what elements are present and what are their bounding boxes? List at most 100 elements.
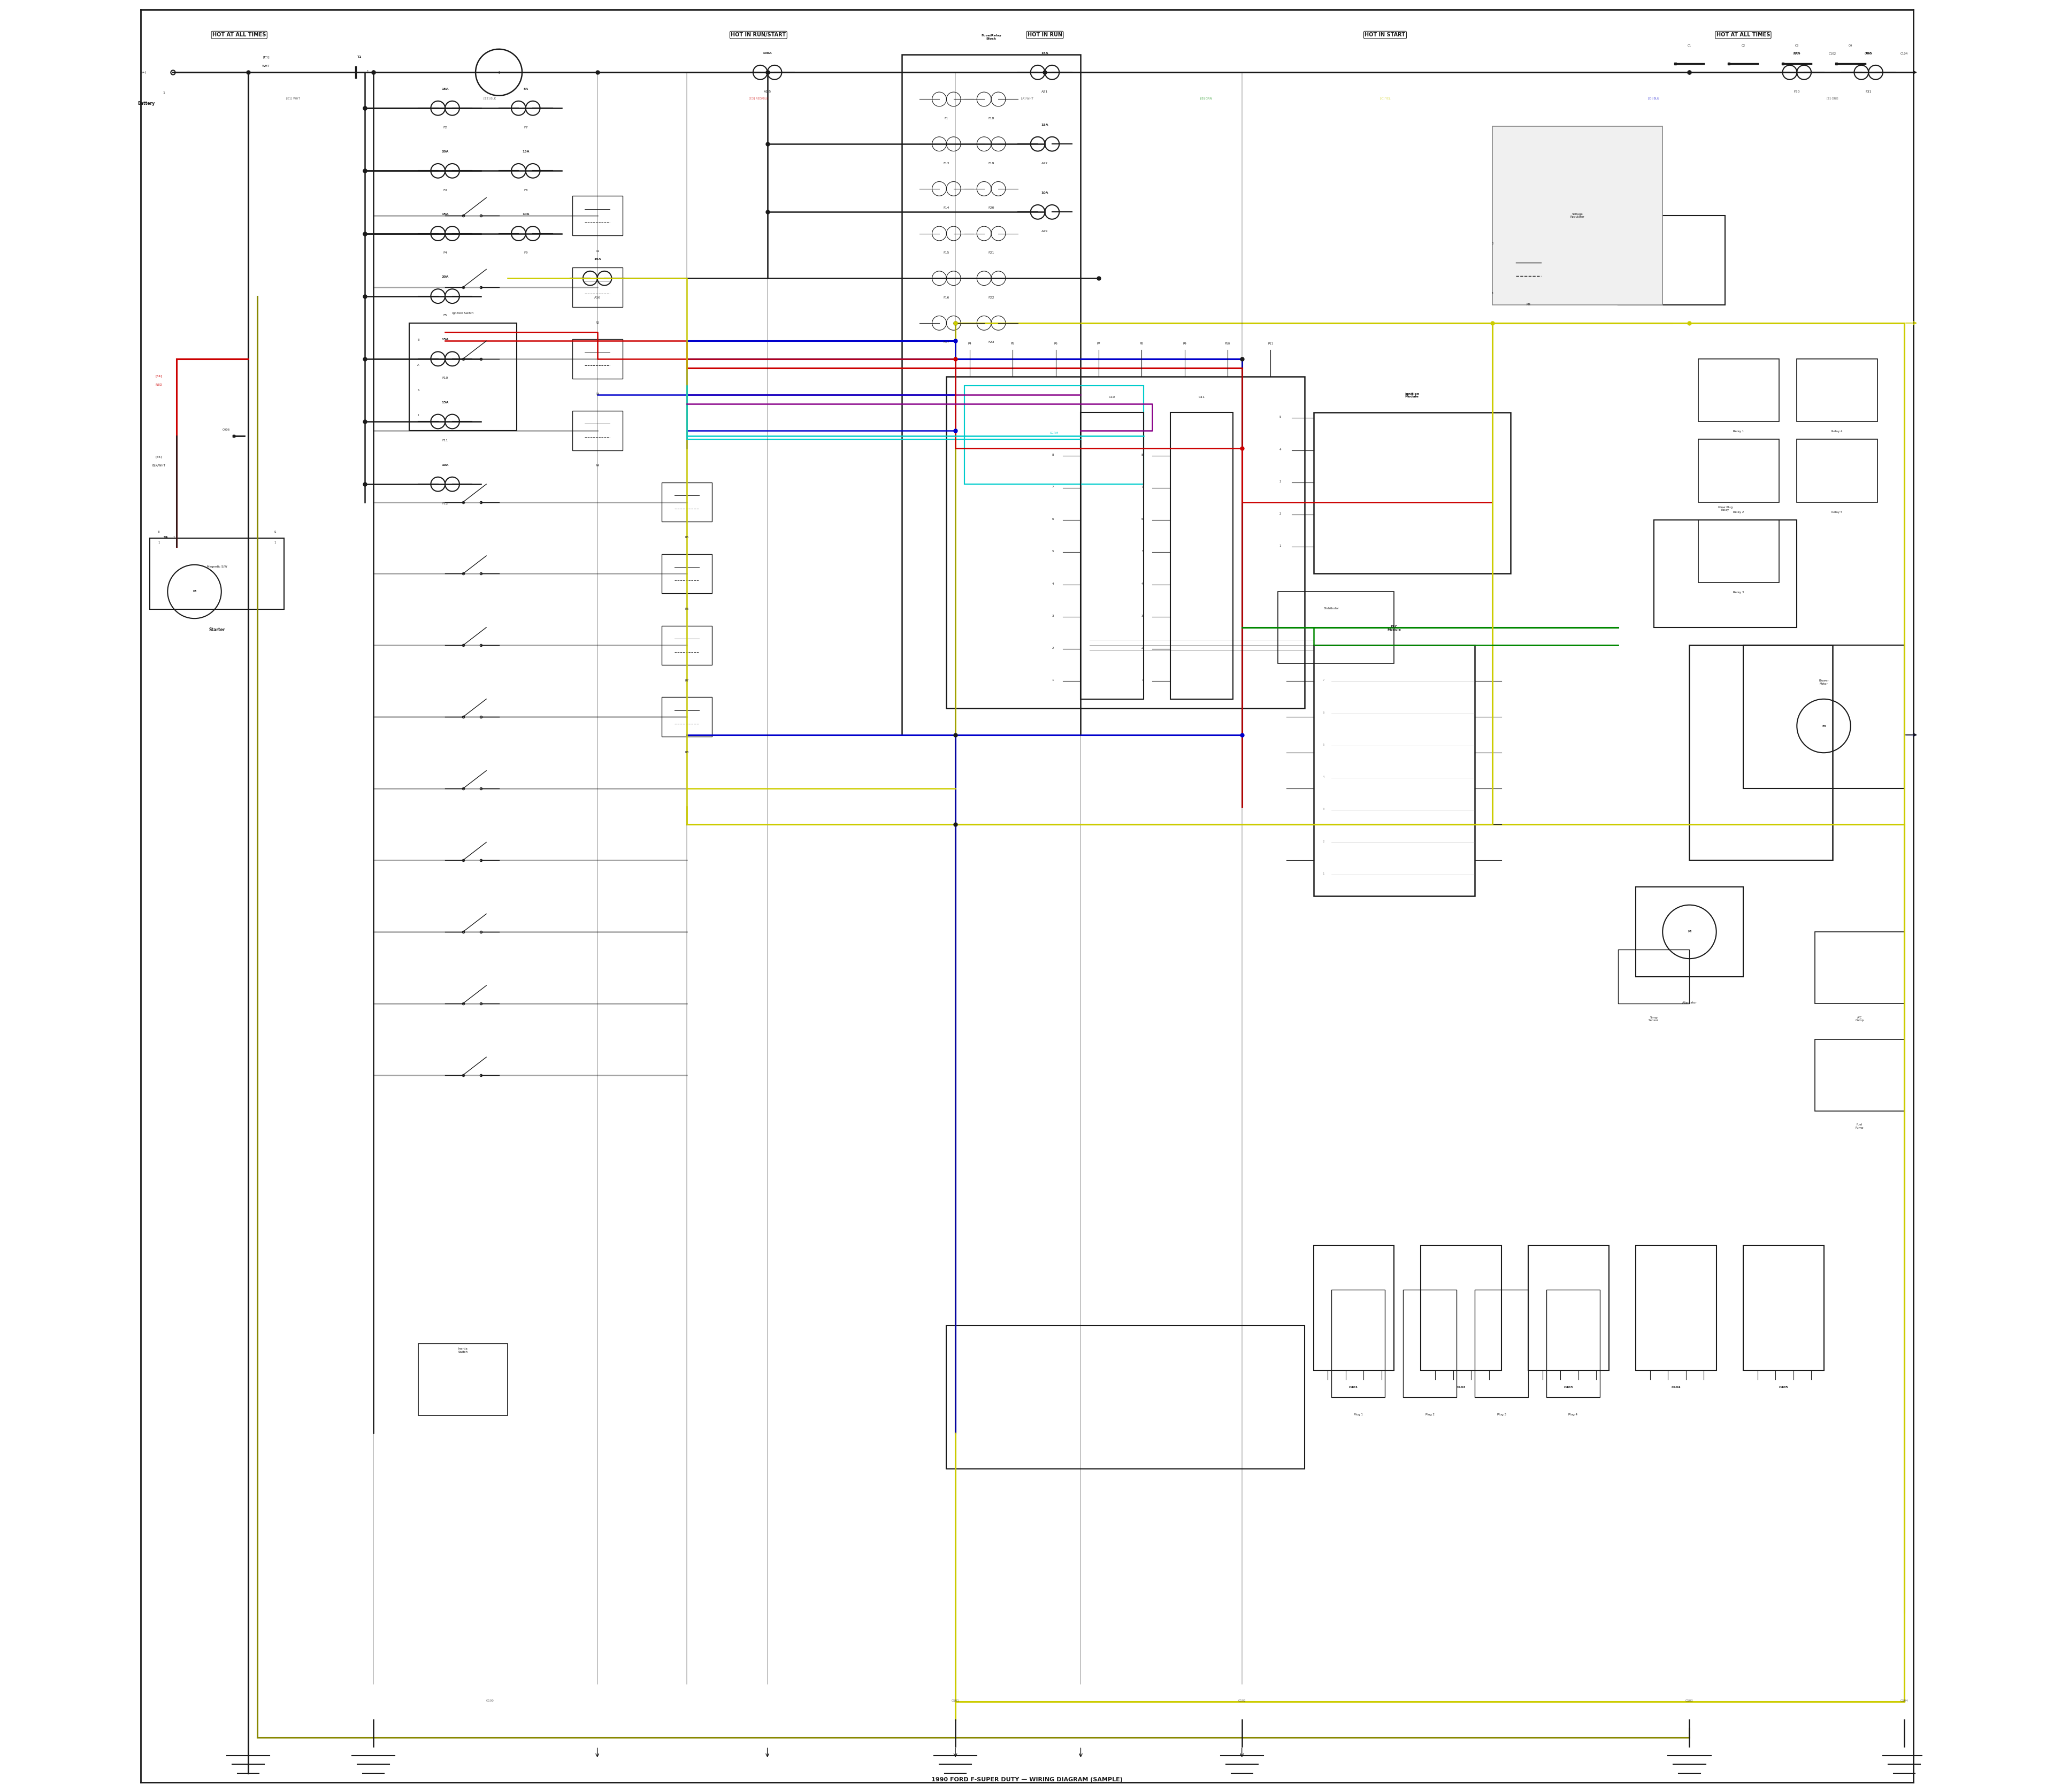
Bar — [150, 538, 283, 609]
Text: 15A: 15A — [1793, 52, 1801, 54]
Text: 10A: 10A — [1865, 52, 1871, 54]
Text: F13: F13 — [943, 161, 949, 165]
Text: 20A: 20A — [442, 276, 448, 278]
Bar — [1619, 215, 1725, 305]
Text: [E2] BLK: [E2] BLK — [483, 97, 497, 100]
Text: Magnetic S/W: Magnetic S/W — [207, 564, 226, 568]
Text: 15A: 15A — [442, 401, 448, 403]
Text: 10A: 10A — [522, 213, 530, 215]
Text: F15: F15 — [943, 251, 949, 254]
Bar — [573, 195, 622, 235]
Text: HOT IN RUN: HOT IN RUN — [1027, 32, 1062, 38]
Text: Distributor: Distributor — [1323, 607, 1339, 609]
Bar — [902, 54, 1080, 735]
Bar — [1797, 439, 1877, 502]
Text: G101: G101 — [951, 1699, 959, 1702]
Bar — [1699, 358, 1779, 421]
Text: G102: G102 — [1239, 1699, 1247, 1702]
Bar — [1171, 412, 1232, 699]
Text: M: M — [1688, 930, 1690, 934]
Text: RED: RED — [156, 383, 162, 387]
Text: Fuel
Pump: Fuel Pump — [1855, 1124, 1863, 1129]
Text: C405: C405 — [1779, 1387, 1789, 1389]
Text: A22: A22 — [1041, 161, 1048, 165]
Bar — [661, 554, 713, 593]
Bar — [1504, 249, 1553, 289]
Bar — [1331, 1290, 1384, 1398]
Text: F21: F21 — [988, 251, 994, 254]
Text: Plug 4: Plug 4 — [1569, 1414, 1577, 1416]
Text: C2: C2 — [1742, 45, 1746, 47]
Text: Alternator: Alternator — [1682, 1002, 1697, 1004]
Text: 15A: 15A — [442, 213, 448, 215]
Bar — [573, 410, 622, 450]
Text: M: M — [193, 590, 197, 593]
Bar — [1313, 412, 1510, 573]
Bar — [947, 1326, 1304, 1469]
Text: F18: F18 — [988, 116, 994, 120]
Text: G103: G103 — [1686, 1699, 1692, 1702]
Bar — [1421, 1245, 1501, 1371]
Text: F8: F8 — [524, 188, 528, 192]
Text: R8: R8 — [684, 751, 688, 754]
Text: HOT IN START: HOT IN START — [1364, 32, 1405, 38]
Text: HOT IN RUN/START: HOT IN RUN/START — [731, 32, 787, 38]
Text: F2: F2 — [444, 125, 448, 129]
Text: Starter: Starter — [210, 627, 226, 633]
Text: F17: F17 — [943, 340, 949, 344]
Text: F22: F22 — [988, 296, 994, 299]
Text: [D] BLU: [D] BLU — [1647, 97, 1660, 100]
Text: F4: F4 — [444, 251, 448, 254]
Bar — [573, 267, 622, 306]
Text: 10A: 10A — [442, 464, 448, 466]
Text: F19: F19 — [988, 161, 994, 165]
Text: R1: R1 — [596, 249, 600, 253]
Text: F20: F20 — [988, 206, 994, 210]
Text: [E1] WHT: [E1] WHT — [286, 97, 300, 100]
Text: 15A: 15A — [1041, 52, 1048, 54]
Text: F30: F30 — [1793, 90, 1799, 93]
Text: P5: P5 — [1011, 342, 1015, 346]
Bar — [409, 323, 518, 430]
Text: P10: P10 — [1224, 342, 1230, 346]
Text: [B] GRN: [B] GRN — [1200, 97, 1212, 100]
Text: Temp
Sensor: Temp Sensor — [1649, 1016, 1660, 1021]
Text: [E4]: [E4] — [156, 375, 162, 378]
Text: Relay 3: Relay 3 — [1734, 591, 1744, 593]
Text: Fuse/Relay
Block: Fuse/Relay Block — [982, 34, 1002, 39]
Text: 15A: 15A — [522, 151, 530, 152]
Text: 1990 FORD F-SUPER DUTY — WIRING DIAGRAM (SAMPLE): 1990 FORD F-SUPER DUTY — WIRING DIAGRAM … — [930, 1778, 1124, 1783]
Text: C10: C10 — [1109, 396, 1115, 400]
Text: F1: F1 — [945, 116, 949, 120]
Text: C404: C404 — [1672, 1387, 1680, 1389]
Text: G104: G104 — [1900, 1699, 1908, 1702]
Text: Ignition
Module: Ignition Module — [1405, 392, 1419, 398]
Text: F3: F3 — [444, 188, 448, 192]
Text: 15A: 15A — [594, 258, 602, 260]
Text: T4: T4 — [162, 536, 168, 538]
Text: P7: P7 — [1097, 342, 1101, 346]
Text: CCRM: CCRM — [1050, 432, 1058, 435]
Bar — [419, 1344, 507, 1416]
Text: Blower
Motor: Blower Motor — [1818, 679, 1828, 685]
Text: Relay 1: Relay 1 — [1734, 430, 1744, 434]
Text: HOT AT ALL TIMES: HOT AT ALL TIMES — [1717, 32, 1771, 38]
Text: G100: G100 — [487, 1699, 493, 1702]
Bar — [1816, 1039, 1904, 1111]
Text: F5: F5 — [444, 314, 448, 317]
Text: Glow Plug
Relay: Glow Plug Relay — [1717, 505, 1732, 511]
Text: A16: A16 — [594, 296, 600, 299]
Text: P8: P8 — [1140, 342, 1144, 346]
Text: R4: R4 — [596, 464, 600, 468]
Bar — [1475, 1290, 1528, 1398]
Text: 20A: 20A — [442, 151, 448, 152]
Bar — [1699, 439, 1779, 502]
Bar — [661, 625, 713, 665]
Text: R2: R2 — [596, 321, 600, 324]
Bar — [1744, 645, 1904, 788]
Text: R7: R7 — [684, 679, 688, 683]
Text: F9: F9 — [524, 251, 528, 254]
Text: A21: A21 — [1041, 90, 1048, 93]
Text: A29: A29 — [1041, 229, 1048, 233]
Text: C11: C11 — [1197, 396, 1206, 400]
